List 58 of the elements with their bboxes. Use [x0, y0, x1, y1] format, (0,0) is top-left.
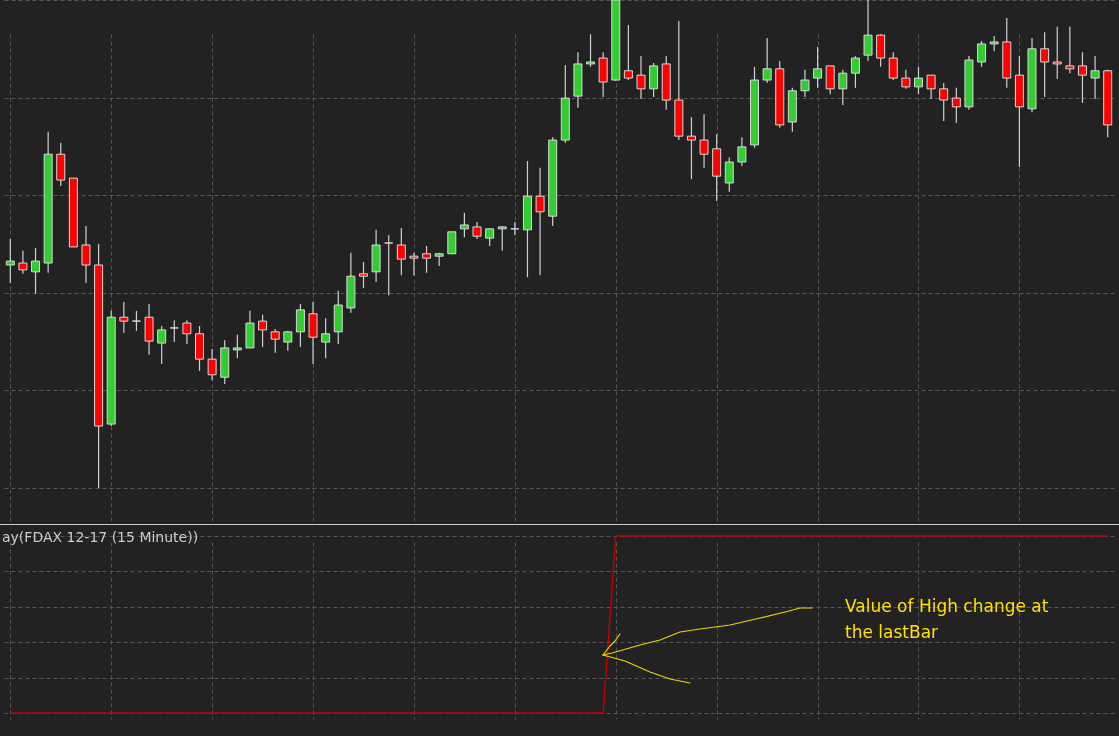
candlestick	[850, 55, 860, 89]
candlestick	[825, 65, 835, 95]
candlestick	[762, 37, 772, 84]
candlestick	[913, 66, 923, 95]
candlestick	[1077, 51, 1087, 104]
candlestick	[169, 319, 179, 343]
candlestick	[724, 156, 734, 193]
candlestick	[144, 303, 154, 356]
candlestick	[901, 69, 911, 90]
candlestick	[308, 301, 318, 365]
candlestick	[636, 55, 646, 100]
candlestick	[623, 24, 633, 81]
candlestick	[888, 51, 898, 81]
candlestick	[699, 113, 709, 169]
candlestick	[447, 231, 457, 255]
candlestick	[649, 62, 659, 98]
candlestick	[598, 51, 608, 98]
candlestick	[535, 167, 545, 276]
annotation: ay(FDAX 12-17 (15 Minute))	[2, 529, 199, 545]
candlestick	[358, 261, 368, 289]
candlestick	[1040, 31, 1050, 98]
candlestick	[1052, 26, 1062, 80]
candlestick	[81, 225, 91, 284]
candlestick	[295, 303, 305, 348]
candlestick	[232, 334, 242, 359]
candlestick	[939, 82, 949, 122]
candlestick	[119, 301, 129, 334]
candlestick	[321, 317, 331, 359]
candlestick	[813, 46, 823, 89]
candlestick	[270, 328, 280, 354]
candlestick	[737, 136, 747, 167]
candlestick	[258, 314, 268, 348]
candlestick	[800, 69, 810, 98]
candlestick	[396, 227, 406, 276]
candlestick	[31, 247, 41, 295]
candlestick	[384, 234, 394, 296]
candlestick	[510, 221, 520, 236]
candlestick	[1090, 55, 1100, 100]
candlestick	[207, 348, 217, 381]
candlestick	[409, 252, 419, 276]
candlestick	[459, 212, 469, 238]
candlestick	[951, 87, 961, 124]
candlestick	[876, 33, 886, 68]
candlestick	[131, 310, 141, 332]
candlestick	[157, 325, 167, 365]
annotation: Value of High change at the lastBar	[845, 596, 1049, 642]
candlestick	[18, 250, 28, 275]
candlestick	[497, 225, 507, 252]
candlestick	[422, 245, 432, 274]
candlestick	[1065, 26, 1075, 74]
candlestick	[926, 74, 936, 100]
candlestick	[838, 69, 848, 106]
candlestick	[5, 238, 15, 284]
candlestick	[977, 40, 987, 68]
candlestick	[863, 0, 873, 62]
candlestick	[182, 319, 192, 345]
candlestick	[686, 116, 696, 180]
candlestick	[586, 33, 596, 68]
